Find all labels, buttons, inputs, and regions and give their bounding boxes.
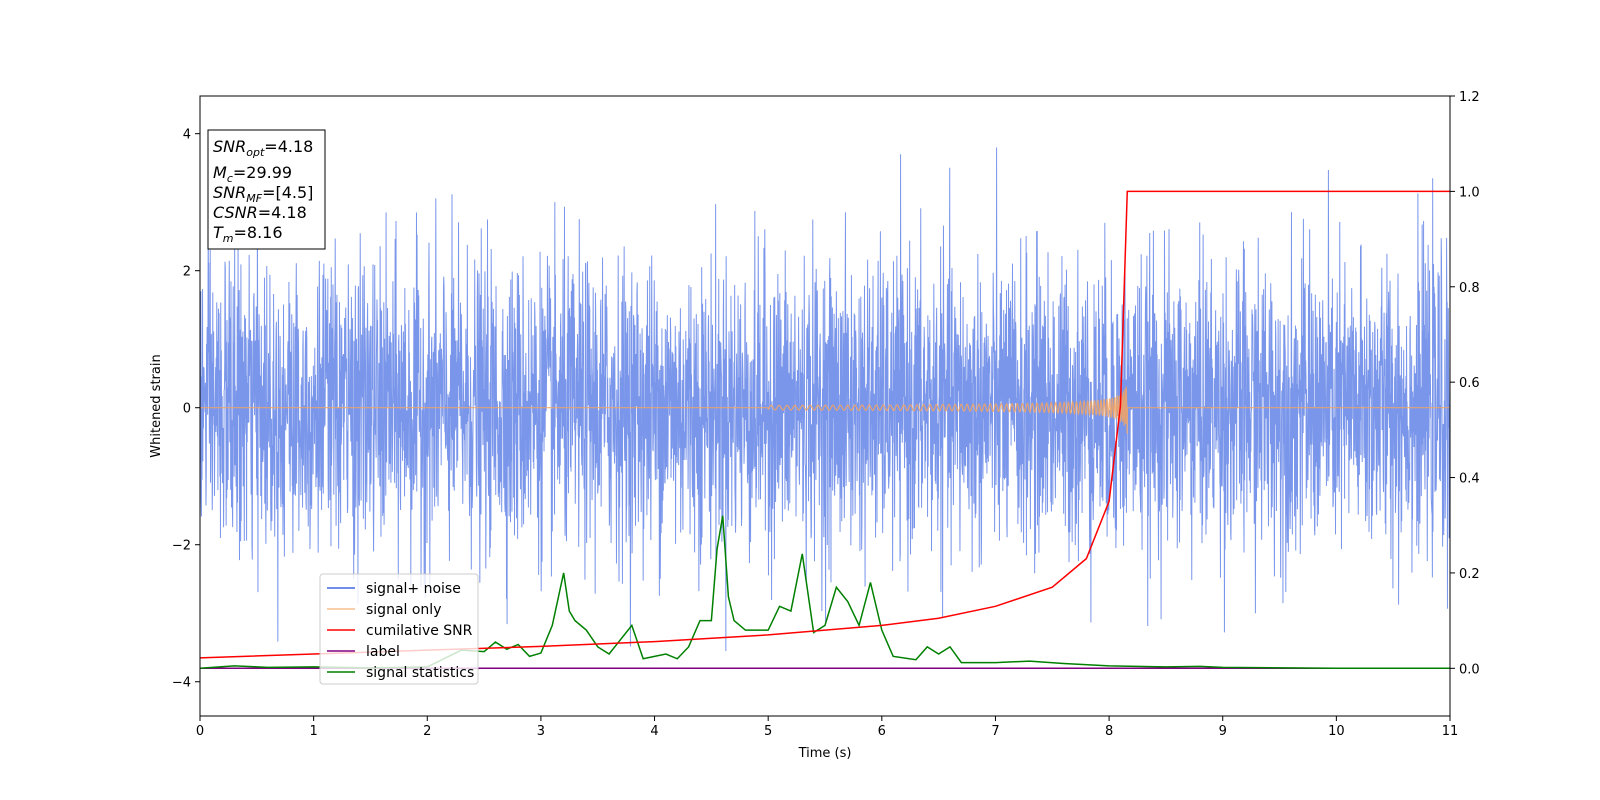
info-line: CSNR=4.18 bbox=[213, 203, 307, 222]
x-tick-label: 8 bbox=[1105, 724, 1113, 739]
info-line: Mc=29.99 bbox=[213, 163, 292, 185]
y-left-tick-label: 0 bbox=[183, 402, 191, 417]
y-right-tick-label: 0.4 bbox=[1459, 472, 1480, 487]
x-tick-label: 9 bbox=[1219, 724, 1227, 739]
legend-label: signal only bbox=[366, 602, 441, 618]
y-axis-label: Whitened strain bbox=[149, 354, 164, 457]
x-axis-label: Time (s) bbox=[798, 746, 852, 761]
y-left-tick-label: −4 bbox=[172, 676, 191, 691]
series-signal-only bbox=[200, 386, 1450, 434]
y-left-tick-label: 2 bbox=[183, 265, 191, 280]
x-tick-label: 7 bbox=[991, 724, 999, 739]
y-right-tick-label: 0.0 bbox=[1459, 662, 1480, 677]
y-axis-left: −4 −2 0 2 4 bbox=[172, 128, 200, 691]
x-tick-label: 6 bbox=[878, 724, 886, 739]
legend-frame bbox=[319, 573, 479, 685]
y-right-tick-label: 0.6 bbox=[1459, 376, 1480, 391]
x-tick-label: 2 bbox=[423, 724, 431, 739]
x-tick-label: 5 bbox=[764, 724, 772, 739]
y-right-tick-label: 1.0 bbox=[1459, 185, 1480, 200]
axes-frame bbox=[199, 95, 1451, 717]
x-tick-label: 0 bbox=[196, 724, 204, 739]
y-axis-right: 0.0 0.2 0.4 0.6 0.8 1.0 1.2 bbox=[1450, 90, 1480, 677]
series-signal-statistics bbox=[200, 515, 1450, 670]
legend-label: label bbox=[366, 644, 400, 660]
legend-label: signal statistics bbox=[366, 665, 474, 681]
x-tick-label: 11 bbox=[1442, 724, 1459, 739]
info-line: Tm=8.16 bbox=[213, 223, 283, 245]
legend-label: cumilative SNR bbox=[366, 623, 473, 639]
y-left-tick-label: −2 bbox=[172, 539, 191, 554]
info-line: SNRopt=4.18 bbox=[213, 137, 313, 159]
legend: signal+ noise signal only cumilative SNR la… bbox=[319, 573, 479, 685]
legend-label: signal+ noise bbox=[366, 581, 461, 597]
info-box-frame bbox=[207, 129, 326, 250]
info-line: SNRMF=[4.5] bbox=[213, 183, 313, 205]
x-axis: 0 1 2 3 4 5 6 7 8 9 10 11 bbox=[196, 716, 1458, 739]
x-tick-label: 10 bbox=[1328, 724, 1345, 739]
y-left-tick-label: 4 bbox=[183, 128, 191, 143]
y-right-tick-label: 0.2 bbox=[1459, 567, 1480, 582]
x-tick-label: 3 bbox=[537, 724, 545, 739]
info-box: SNRopt=4.18 Mc=29.99SNRMF=[4.5]CSNR=4.18T… bbox=[207, 129, 326, 250]
y-right-tick-label: 0.8 bbox=[1459, 281, 1480, 296]
x-tick-label: 1 bbox=[309, 724, 317, 739]
y-right-tick-label: 1.2 bbox=[1459, 90, 1480, 105]
x-tick-label: 4 bbox=[650, 724, 658, 739]
series-signal-noise bbox=[200, 147, 1450, 652]
